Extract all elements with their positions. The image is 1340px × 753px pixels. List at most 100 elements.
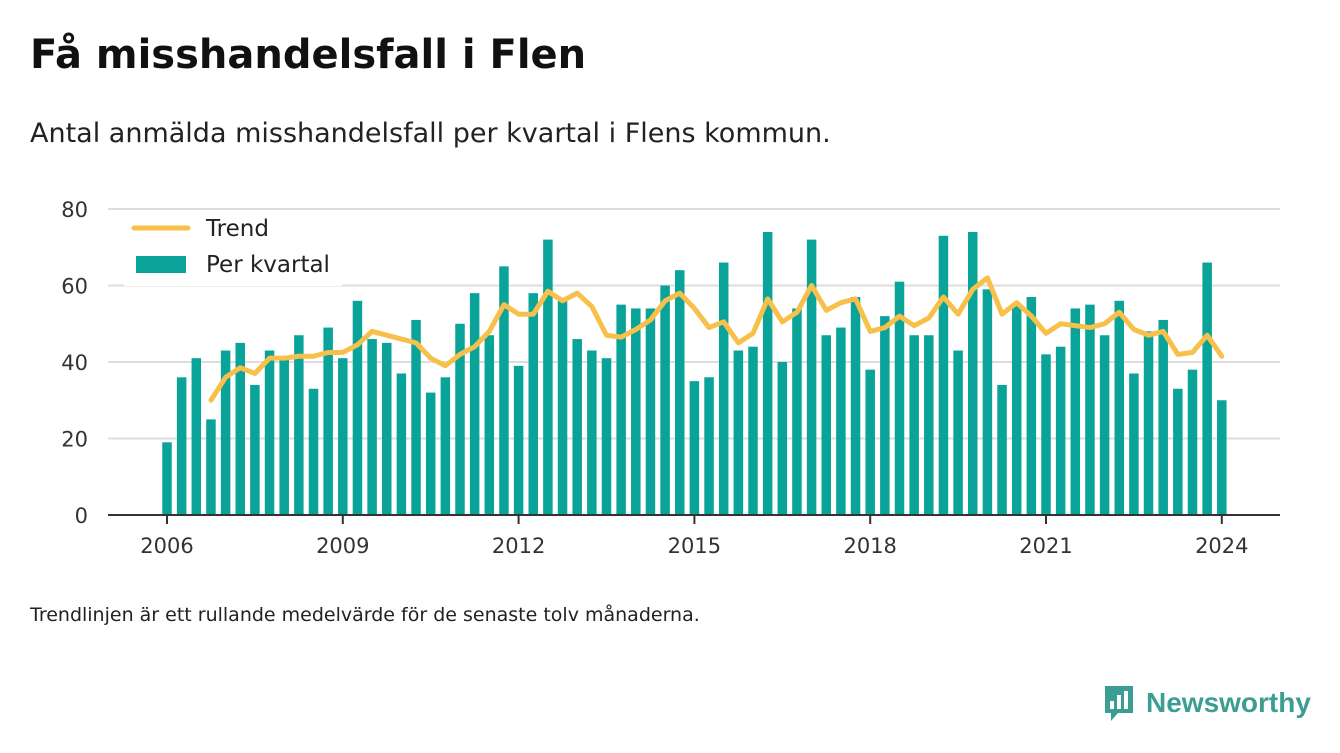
legend-bar-label: Per kvartal <box>206 252 330 278</box>
bar <box>513 365 524 515</box>
bar <box>1158 319 1168 515</box>
bar <box>250 384 260 515</box>
bar <box>1143 331 1154 515</box>
newsworthy-logo-icon <box>1105 686 1133 721</box>
bar <box>997 384 1007 515</box>
bar <box>631 308 641 515</box>
y-tick-labels: 0 20 40 60 80 <box>61 198 88 528</box>
bar <box>792 308 802 515</box>
bar <box>1217 400 1227 515</box>
bar <box>528 293 538 515</box>
bar <box>1070 308 1081 515</box>
bar <box>455 323 465 515</box>
bar <box>777 362 788 515</box>
bar <box>894 281 905 515</box>
bar <box>675 270 685 515</box>
x-tick-label: 2018 <box>843 534 896 558</box>
bar <box>235 342 245 516</box>
bar <box>806 239 817 515</box>
bar <box>924 335 934 515</box>
bar <box>733 350 744 515</box>
bar <box>499 266 509 516</box>
bar <box>572 339 582 515</box>
bar <box>968 231 978 515</box>
bar <box>1099 335 1110 515</box>
x-tick-label: 2006 <box>140 534 193 558</box>
bar <box>880 316 890 515</box>
bar <box>909 335 919 515</box>
legend-bar-swatch <box>136 256 186 273</box>
x-tick-label: 2009 <box>316 534 369 558</box>
bar <box>1055 346 1066 515</box>
bar <box>176 377 187 515</box>
bar <box>601 358 612 515</box>
legend-background <box>124 210 342 286</box>
bar <box>1187 369 1198 515</box>
bar <box>1085 304 1095 516</box>
bar <box>718 262 729 515</box>
x-tick-label: 2024 <box>1195 534 1248 558</box>
chart-title: Få misshandelsfall i Flen <box>30 32 587 78</box>
y-tick-label: 80 <box>61 198 88 222</box>
bar <box>1114 300 1124 515</box>
bar <box>704 377 714 515</box>
bar <box>587 350 597 515</box>
x-ticks: 2006 2009 2012 2015 2018 2021 2024 <box>140 515 1249 558</box>
legend: Trend Per kvartal <box>124 210 342 286</box>
bar <box>748 346 758 515</box>
x-tick-label: 2021 <box>1019 534 1072 558</box>
bar <box>323 327 333 515</box>
chart-subtitle: Antal anmälda misshandelsfall per kvarta… <box>30 118 831 149</box>
bar <box>294 335 304 515</box>
bar <box>206 419 216 516</box>
bar <box>865 369 875 515</box>
bar <box>396 373 407 515</box>
bar <box>338 358 348 515</box>
y-tick-label: 0 <box>75 504 88 528</box>
bar <box>367 339 377 515</box>
bar <box>308 388 319 515</box>
bar <box>411 319 421 515</box>
y-tick-label: 20 <box>61 428 88 452</box>
bar <box>469 293 480 515</box>
y-tick-label: 60 <box>61 275 88 299</box>
bar <box>850 296 861 515</box>
bar <box>1202 262 1212 515</box>
bar <box>660 285 670 515</box>
bar <box>953 350 963 515</box>
brand-name: Newsworthy <box>1146 687 1311 718</box>
x-tick-label: 2012 <box>492 534 545 558</box>
newsworthy-brand: Newsworthy <box>1102 682 1311 724</box>
bar <box>425 392 436 515</box>
y-tick-label: 40 <box>61 351 88 375</box>
bar <box>352 300 363 515</box>
bar <box>982 289 993 515</box>
bar <box>1026 296 1037 515</box>
x-tick-label: 2015 <box>668 534 721 558</box>
bar <box>821 335 831 515</box>
bar <box>543 239 553 515</box>
footnote: Trendlinjen är ett rullande medelvärde f… <box>30 604 700 626</box>
bar <box>557 300 568 515</box>
bar <box>1129 373 1139 515</box>
bar <box>264 350 275 515</box>
bar <box>220 350 231 515</box>
bar <box>1173 388 1183 515</box>
bar <box>762 231 773 515</box>
bar <box>616 304 626 516</box>
bar <box>440 377 451 515</box>
bar <box>382 342 392 516</box>
bar <box>484 335 495 515</box>
bar <box>162 442 172 515</box>
legend-trend-label: Trend <box>205 216 269 242</box>
trend-line <box>208 275 1225 403</box>
bars <box>162 231 1227 516</box>
bar <box>1011 304 1022 516</box>
bar <box>191 358 202 515</box>
bar <box>279 358 289 515</box>
bar <box>1041 354 1051 515</box>
bar <box>938 235 949 515</box>
bar-chart: 0 20 40 60 80 2006 2009 2012 2015 2018 2021 2024 T… <box>61 198 1280 558</box>
bar <box>689 381 700 516</box>
bar <box>645 308 656 515</box>
